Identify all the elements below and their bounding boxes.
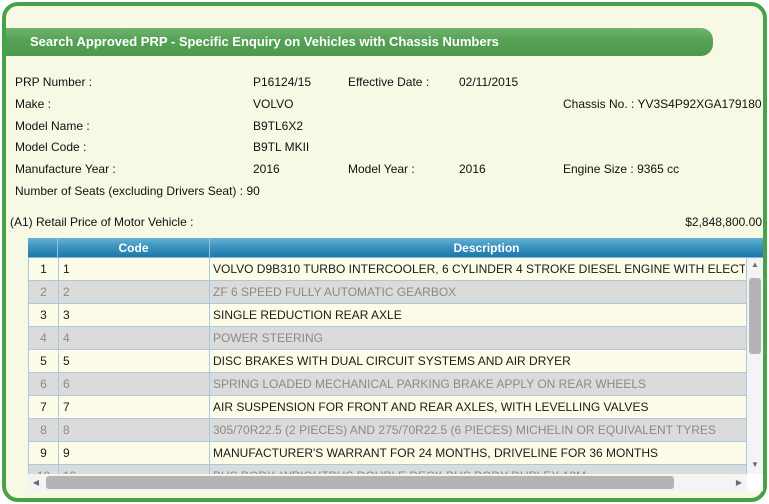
row-num: 3 [29,304,59,326]
row-description: DISC BRAKES WITH DUAL CIRCUIT SYSTEMS AN… [213,354,571,368]
table-row[interactable]: 3 3 SINGLE REDUCTION REAR AXLE [29,304,746,327]
row-num: 8 [29,419,59,441]
manufacture-year-label: Manufacture Year : [15,162,116,176]
model-year-label: Model Year : [348,162,415,176]
chassis-line: Chassis No. : YV3S4P92XGA179180 [563,97,762,111]
column-header-blank [28,238,58,257]
column-header-description: Description [453,241,520,255]
horizontal-scrollbar[interactable]: ◀ ▶ [28,474,747,491]
row-num: 7 [29,396,59,418]
row-description: BUS BODY, WRIGHTBUS DOUBLE DECK BUS BODY… [210,465,745,474]
scroll-down-icon[interactable]: ▼ [751,460,759,469]
engine-size-line: Engine Size : 9365 cc [563,162,679,176]
chassis-value: YV3S4P92XGA179180 [637,97,762,111]
retail-price-label: (A1) Retail Price of Motor Vehicle : [10,215,194,229]
row-description: 305/70R22.5 (2 PIECES) AND 275/70R22.5 (… [213,423,716,437]
scroll-up-icon[interactable]: ▲ [751,260,759,269]
prp-number-label: PRP Number : [15,75,93,89]
row-code: 4 [59,327,210,349]
vertical-scrollbar[interactable]: ▲ ▼ [747,258,763,474]
row-code: 9 [59,442,210,464]
row-code: 5 [59,350,210,372]
table-row[interactable]: 5 5 DISC BRAKES WITH DUAL CIRCUIT SYSTEM… [29,350,746,373]
model-name-label: Model Name : [15,119,90,133]
column-header-code: Code [58,238,210,257]
table-row[interactable]: 1 1 VOLVO D9B310 TURBO INTERCOOLER, 6 CY… [29,258,746,281]
row-code: 8 [59,419,210,441]
table-row[interactable]: 6 6 SPRING LOADED MECHANICAL PARKING BRA… [29,373,746,396]
table-header-row: Code Description [28,238,763,258]
row-code: 1 [59,258,210,280]
engine-size-value: 9365 cc [637,162,680,176]
chassis-label: Chassis No. : [563,97,635,111]
row-num: 5 [29,350,59,372]
horizontal-scrollbar-thumb[interactable] [46,476,674,489]
table-row[interactable]: 10 10 BUS BODY, WRIGHTBUS DOUBLE DECK BU… [29,465,746,474]
row-code: 6 [59,373,210,395]
model-code-value: B9TL MKII [253,140,310,154]
table-row[interactable]: 7 7 AIR SUSPENSION FOR FRONT AND REAR AX… [29,396,746,419]
seats-label: Number of Seats (excluding Drivers Seat)… [15,184,244,198]
row-description: SINGLE REDUCTION REAR AXLE [213,308,402,322]
model-code-label: Model Code : [15,140,87,154]
table-row[interactable]: 9 9 MANUFACTURER'S WARRANT FOR 24 MONTHS… [29,442,746,465]
row-description: POWER STEERING [213,331,324,345]
seats-value: 90 [246,184,260,198]
manufacture-year-value: 2016 [253,162,280,176]
prp-number-value: P16124/15 [253,75,312,89]
engine-size-label: Engine Size : [563,162,634,176]
model-name-value: B9TL6X2 [253,119,304,133]
row-code: 10 [59,465,210,474]
table-body-rows: 1 1 VOLVO D9B310 TURBO INTERCOOLER, 6 CY… [28,258,747,474]
row-description: SPRING LOADED MECHANICAL PARKING BRAKE A… [213,377,647,391]
row-num: 4 [29,327,59,349]
vertical-scrollbar-thumb[interactable] [749,278,761,354]
make-value: VOLVO [253,97,294,111]
row-code: 2 [59,281,210,303]
row-description: VOLVO D9B310 TURBO INTERCOOLER, 6 CYLIND… [213,262,745,276]
effective-date-label: Effective Date : [348,75,430,89]
seats-line: Number of Seats (excluding Drivers Seat)… [15,184,260,198]
table-row[interactable]: 8 8 305/70R22.5 (2 PIECES) AND 275/70R22… [29,419,746,442]
row-num: 2 [29,281,59,303]
row-num: 6 [29,373,59,395]
scroll-right-icon[interactable]: ▶ [735,478,743,487]
retail-price-value: $2,848,800.00 [685,215,762,229]
row-description: MANUFACTURER'S WARRANT FOR 24 MONTHS, DR… [213,446,659,460]
page-title: Search Approved PRP - Specific Enquiry o… [6,28,713,56]
row-description: ZF 6 SPEED FULLY AUTOMATIC GEARBOX [213,285,457,299]
row-code: 7 [59,396,210,418]
make-label: Make : [15,97,52,111]
table-row[interactable]: 4 4 POWER STEERING [29,327,746,350]
model-year-value: 2016 [459,162,486,176]
row-code: 3 [59,304,210,326]
table-row[interactable]: 2 2 ZF 6 SPEED FULLY AUTOMATIC GEARBOX [29,281,746,304]
scrollbar-corner [747,474,763,491]
effective-date-value: 02/11/2015 [459,75,519,89]
row-description: AIR SUSPENSION FOR FRONT AND REAR AXLES,… [213,400,649,414]
scroll-left-icon[interactable]: ◀ [32,478,40,487]
row-num: 9 [29,442,59,464]
options-table: Code Description 1 1 VOLVO D9B310 TURBO … [28,238,763,491]
row-num: 10 [29,465,59,474]
row-num: 1 [29,258,59,280]
